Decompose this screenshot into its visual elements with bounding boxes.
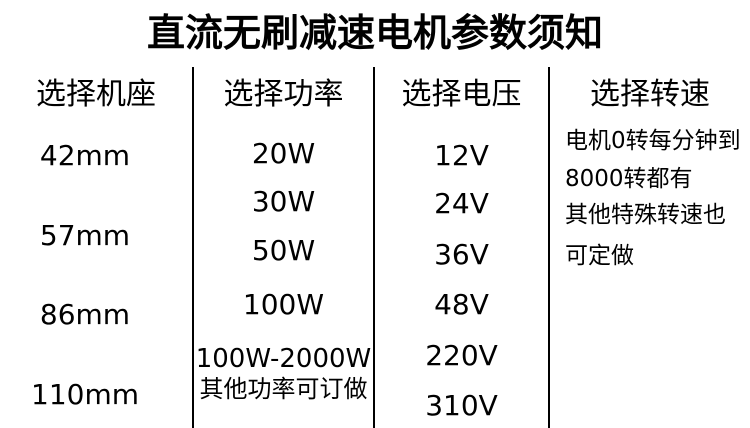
power-custom-note: 其他功率可订做 bbox=[199, 375, 368, 403]
column-header-speed: 选择转速 bbox=[590, 77, 710, 112]
speed-note-line: 可定做 bbox=[565, 243, 634, 269]
column-divider bbox=[373, 67, 375, 428]
frame-size-option: 57mm bbox=[39, 219, 131, 252]
voltage-option: 36V bbox=[434, 238, 489, 271]
frame-size-option: 42mm bbox=[39, 139, 131, 172]
column-header-power: 选择功率 bbox=[223, 77, 344, 112]
column-speed: 选择转速 电机0转每分钟到 8000转都有 其他特殊转速也 可定做 bbox=[550, 67, 750, 428]
column-header-frame-size: 选择机座 bbox=[36, 77, 156, 112]
column-divider bbox=[548, 67, 550, 428]
voltage-option: 220V bbox=[425, 339, 498, 372]
power-option: 30W bbox=[251, 185, 316, 218]
power-option-range: 100W-2000W bbox=[195, 344, 372, 374]
speed-note-line: 其他特殊转速也 bbox=[565, 202, 726, 228]
voltage-option: 12V bbox=[434, 139, 489, 172]
speed-note-line: 电机0转每分钟到 bbox=[565, 128, 741, 154]
column-frame-size: 选择机座 42mm 57mm 86mm 110mm bbox=[0, 67, 192, 428]
column-voltage: 选择电压 12V 24V 36V 48V 220V 310V bbox=[375, 67, 548, 428]
column-divider bbox=[192, 67, 194, 428]
speed-note-line: 8000转都有 bbox=[565, 166, 693, 192]
voltage-option: 310V bbox=[425, 389, 498, 422]
power-option: 100W bbox=[242, 288, 325, 321]
power-option: 20W bbox=[251, 137, 316, 170]
power-option: 50W bbox=[251, 234, 316, 267]
voltage-option: 24V bbox=[434, 187, 489, 220]
frame-size-option: 86mm bbox=[39, 298, 131, 331]
page-title: 直流无刷减速电机参数须知 bbox=[146, 11, 603, 55]
spec-table: 选择机座 42mm 57mm 86mm 110mm 选择功率 20W 30W 5… bbox=[0, 67, 750, 428]
frame-size-option: 110mm bbox=[31, 378, 139, 411]
column-header-voltage: 选择电压 bbox=[401, 77, 522, 112]
column-power: 选择功率 20W 30W 50W 100W 100W-2000W 其他功率可订做 bbox=[194, 67, 373, 428]
voltage-option: 48V bbox=[434, 288, 489, 321]
